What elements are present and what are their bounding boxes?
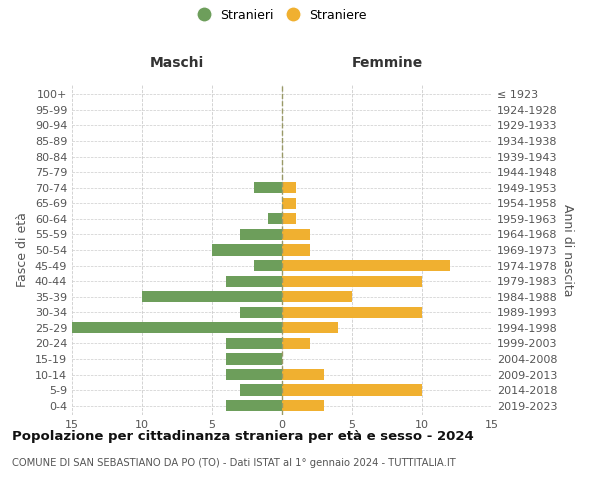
Bar bbox=[282, 260, 450, 271]
Bar bbox=[254, 182, 282, 194]
Bar bbox=[254, 260, 282, 271]
Bar bbox=[142, 291, 282, 302]
Text: Popolazione per cittadinanza straniera per età e sesso - 2024: Popolazione per cittadinanza straniera p… bbox=[12, 430, 474, 443]
Text: Femmine: Femmine bbox=[352, 56, 422, 70]
Bar bbox=[226, 400, 282, 411]
Text: COMUNE DI SAN SEBASTIANO DA PO (TO) - Dati ISTAT al 1° gennaio 2024 - TUTTITALIA: COMUNE DI SAN SEBASTIANO DA PO (TO) - Da… bbox=[12, 458, 456, 468]
Bar bbox=[72, 322, 282, 334]
Bar bbox=[282, 400, 324, 411]
Bar bbox=[268, 214, 282, 224]
Bar bbox=[212, 244, 282, 256]
Bar bbox=[282, 276, 422, 286]
Bar bbox=[282, 198, 296, 209]
Legend: Stranieri, Straniere: Stranieri, Straniere bbox=[198, 8, 366, 22]
Bar bbox=[226, 369, 282, 380]
Bar bbox=[282, 244, 310, 256]
Y-axis label: Anni di nascita: Anni di nascita bbox=[561, 204, 574, 296]
Bar bbox=[226, 354, 282, 364]
Bar bbox=[282, 229, 310, 240]
Bar bbox=[226, 338, 282, 349]
Bar bbox=[282, 384, 422, 396]
Text: Maschi: Maschi bbox=[150, 56, 204, 70]
Bar bbox=[282, 322, 338, 334]
Bar bbox=[282, 182, 296, 194]
Bar bbox=[282, 369, 324, 380]
Bar bbox=[240, 384, 282, 396]
Bar bbox=[282, 338, 310, 349]
Bar bbox=[282, 214, 296, 224]
Bar bbox=[240, 229, 282, 240]
Bar bbox=[240, 306, 282, 318]
Bar bbox=[282, 306, 422, 318]
Y-axis label: Fasce di età: Fasce di età bbox=[16, 212, 29, 288]
Bar bbox=[226, 276, 282, 286]
Bar bbox=[282, 291, 352, 302]
